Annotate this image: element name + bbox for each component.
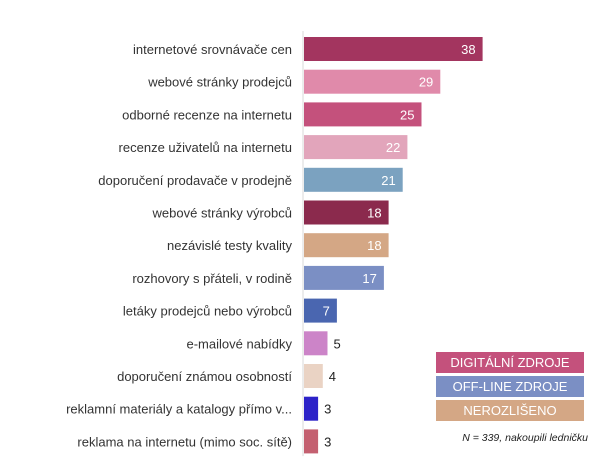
category-label: doporučení známou osobností xyxy=(117,369,292,384)
value-label: 18 xyxy=(367,206,381,221)
category-label: rozhovory s přáteli, v rodině xyxy=(132,271,292,286)
bar xyxy=(304,167,403,192)
legend-entry-digital: DIGITÁLNÍ ZDROJE xyxy=(436,352,584,373)
bar xyxy=(304,331,328,356)
value-label: 5 xyxy=(334,336,341,351)
bar xyxy=(304,37,483,61)
value-label: 21 xyxy=(381,173,395,188)
category-label: reklama na internetu (mimo soc. sítě) xyxy=(77,434,292,449)
category-label: recenze uživatelů na internetu xyxy=(119,140,292,155)
bar xyxy=(304,364,323,388)
legend-entry-offline: OFF-LINE ZDROJE xyxy=(436,376,584,397)
category-label: webové stránky výrobců xyxy=(152,206,292,221)
bar xyxy=(304,298,337,323)
category-label: reklamní materiály a katalogy přímo v... xyxy=(66,402,292,417)
bar xyxy=(304,69,441,94)
bar xyxy=(304,265,384,290)
bars-group: internetové srovnávače cen 38 webové strán… xyxy=(66,37,483,454)
value-label: 3 xyxy=(324,402,331,417)
category-label: odborné recenze na internetu xyxy=(122,107,292,122)
category-label: internetové srovnávače cen xyxy=(133,42,292,57)
value-label: 7 xyxy=(323,304,330,319)
value-label: 17 xyxy=(362,271,376,286)
bar xyxy=(304,135,408,160)
value-label: 38 xyxy=(461,42,475,57)
bar xyxy=(304,396,319,421)
value-label: 25 xyxy=(400,107,414,122)
sample-note: N = 339, nakoupili ledničku xyxy=(462,432,588,444)
category-label: e-mailové nabídky xyxy=(187,336,293,351)
value-label: 3 xyxy=(324,434,331,449)
value-label: 29 xyxy=(419,75,433,90)
value-label: 22 xyxy=(386,140,400,155)
category-label: doporučení prodavače v prodejně xyxy=(98,173,292,188)
bar xyxy=(304,200,389,225)
category-label: letáky prodejců nebo výrobců xyxy=(123,304,292,319)
value-label: 4 xyxy=(329,369,336,384)
bar xyxy=(304,233,389,258)
category-label: webové stránky prodejců xyxy=(147,75,292,90)
bar xyxy=(304,102,422,127)
legend-entry-undistinguished: NEROZLIŠENO xyxy=(436,400,584,421)
bar xyxy=(304,429,319,454)
value-label: 18 xyxy=(367,238,381,253)
category-label: nezávislé testy kvality xyxy=(167,238,292,253)
